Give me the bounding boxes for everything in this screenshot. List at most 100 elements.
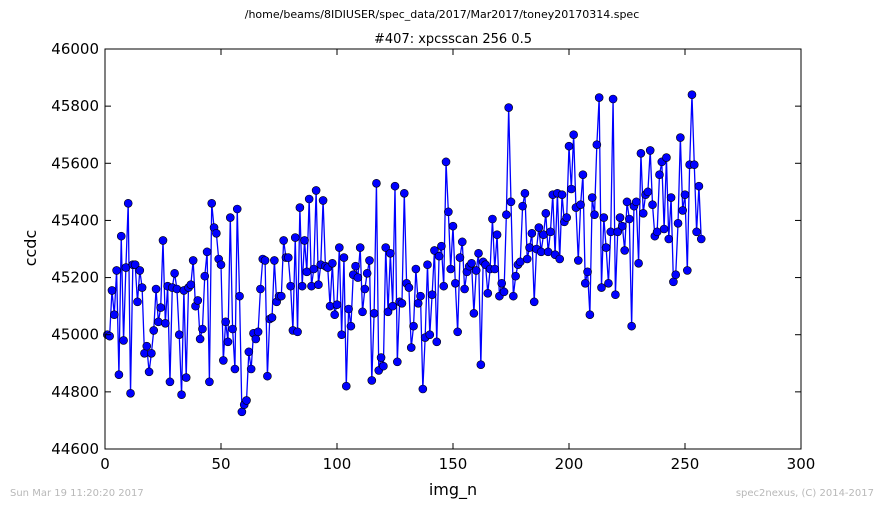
data-point [365, 256, 374, 265]
data-point [613, 227, 623, 237]
x-tick-label: 50 [211, 455, 230, 473]
data-point [232, 204, 242, 214]
data-point [270, 256, 279, 265]
data-point [286, 281, 295, 291]
data-point [427, 290, 437, 300]
data-point [149, 326, 159, 335]
data-point [432, 337, 442, 347]
data-point [692, 227, 701, 237]
data-point [279, 236, 288, 245]
data-point [154, 317, 163, 327]
data-point [297, 281, 307, 291]
data-point [506, 197, 516, 207]
data-point [645, 146, 655, 155]
data-point [534, 223, 544, 232]
x-tick-label: 100 [323, 455, 352, 473]
data-point [453, 327, 462, 337]
data-point [601, 243, 611, 252]
data-point [244, 347, 254, 357]
data-point [576, 200, 585, 210]
data-point [404, 283, 414, 292]
data-point [499, 287, 509, 297]
data-point [362, 268, 372, 278]
data-point [325, 301, 335, 311]
data-point [678, 206, 687, 215]
data-point [573, 256, 583, 265]
data-point [448, 221, 458, 231]
data-point [634, 258, 643, 268]
data-point [267, 313, 277, 322]
chart-axes: 0 50 100 150 200 250 300 44600 44800 45000 45200 45… [51, 40, 815, 473]
data-point [235, 291, 244, 301]
data-point [541, 208, 551, 218]
data-point [198, 324, 207, 334]
data-point [583, 267, 592, 277]
data-point [666, 193, 676, 202]
data-point [174, 330, 184, 340]
data-point [469, 308, 479, 318]
data-point [105, 331, 114, 341]
data-point [671, 270, 681, 280]
data-point [205, 377, 214, 387]
data-point [126, 388, 135, 398]
data-point [360, 284, 370, 294]
x-tick-label: 150 [439, 455, 468, 473]
data-point [406, 343, 416, 352]
data-point [446, 264, 455, 274]
data-point [504, 103, 513, 112]
data-point [564, 141, 574, 151]
data-point [597, 283, 606, 292]
data-point [474, 248, 483, 258]
data-point [193, 296, 203, 305]
data-point [430, 246, 439, 255]
y-tick-label: 44600 [51, 440, 99, 458]
y-tick-label: 45000 [51, 326, 99, 344]
data-point [346, 321, 356, 331]
y-axis-label: ccdc [21, 230, 40, 267]
data-point [397, 298, 407, 308]
data-point [631, 197, 641, 207]
data-point [332, 300, 342, 310]
data-point [216, 260, 226, 270]
data-point [142, 341, 152, 351]
data-point [335, 243, 344, 252]
data-point [509, 291, 518, 301]
data-point [290, 233, 300, 242]
data-point [151, 284, 161, 294]
data-point [664, 234, 674, 244]
data-point [283, 253, 293, 262]
data-point [165, 377, 175, 387]
data-point [585, 310, 595, 320]
data-point [195, 334, 205, 344]
x-tick-label: 250 [671, 455, 700, 473]
data-point [648, 200, 657, 210]
data-point [638, 208, 648, 218]
y-tick-label: 45600 [51, 154, 99, 172]
data-point [188, 256, 198, 265]
series-line [106, 94, 702, 413]
data-point [399, 188, 409, 198]
data-point [457, 237, 467, 247]
data-point [253, 327, 263, 337]
data-point [643, 187, 653, 197]
data-point [379, 361, 388, 371]
data-point [669, 277, 678, 287]
data-point [599, 213, 609, 222]
data-point [390, 181, 400, 191]
data-point [123, 198, 133, 208]
data-point [158, 236, 168, 245]
data-point [314, 280, 323, 290]
data-point [518, 201, 527, 211]
data-point [351, 261, 360, 271]
data-point [587, 193, 597, 202]
data-point [451, 278, 460, 288]
figure-suptitle: /home/beams/8IDIUSER/spec_data/2017/Mar2… [244, 8, 640, 21]
data-point [476, 360, 486, 370]
data-point [594, 93, 604, 102]
data-point [304, 194, 314, 204]
data-point [372, 178, 381, 188]
chart-title: #407: xpcsscan 256 0.5 [374, 32, 532, 47]
data-point [318, 196, 328, 205]
data-point [147, 348, 156, 358]
